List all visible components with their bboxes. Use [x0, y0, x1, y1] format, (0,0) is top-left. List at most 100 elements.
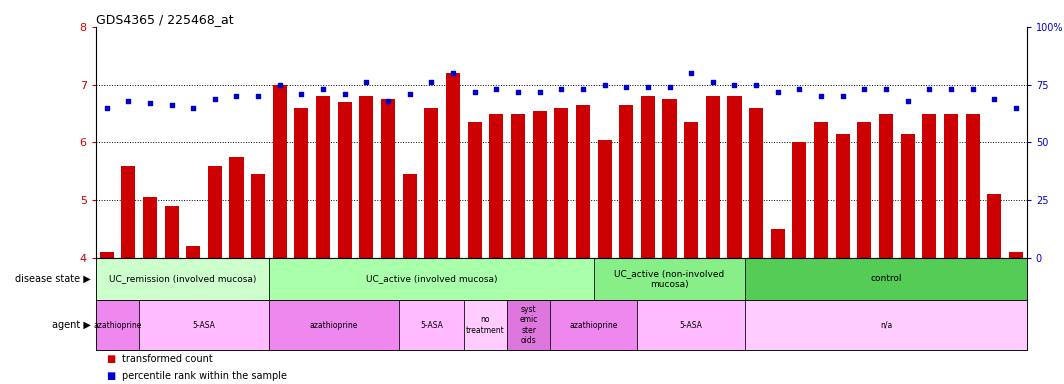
Bar	[337, 102, 352, 258]
Point	[899, 98, 916, 104]
Bar	[139, 300, 269, 350]
Point	[748, 81, 765, 88]
Point	[639, 84, 656, 90]
Text: GDS4365 / 225468_at: GDS4365 / 225468_at	[96, 13, 233, 26]
Point	[250, 93, 267, 99]
Bar	[641, 96, 655, 258]
Point	[466, 88, 483, 94]
Point	[228, 93, 245, 99]
Bar	[576, 105, 589, 258]
Bar	[1009, 252, 1023, 258]
Text: 5-ASA: 5-ASA	[680, 321, 702, 330]
Bar	[793, 142, 807, 258]
Point	[943, 86, 960, 92]
Bar	[858, 122, 871, 258]
Point	[531, 88, 548, 94]
Point	[769, 88, 786, 94]
Point	[618, 84, 635, 90]
Point	[683, 70, 700, 76]
Bar	[121, 166, 135, 258]
Text: azathioprine: azathioprine	[569, 321, 618, 330]
Bar	[705, 96, 720, 258]
Bar	[316, 96, 330, 258]
Text: ■: ■	[106, 371, 116, 381]
Point	[120, 98, 137, 104]
Bar	[508, 300, 550, 350]
Bar	[207, 166, 222, 258]
Bar	[749, 108, 763, 258]
Bar	[186, 247, 200, 258]
Point	[596, 81, 613, 88]
Bar	[745, 300, 1027, 350]
Point	[553, 86, 570, 92]
Point	[487, 86, 504, 92]
Bar	[987, 194, 1001, 258]
Point	[336, 91, 353, 97]
Bar	[100, 252, 114, 258]
Bar	[770, 229, 785, 258]
Text: UC_remission (involved mucosa): UC_remission (involved mucosa)	[109, 275, 256, 283]
Point	[293, 91, 310, 97]
Bar	[96, 300, 139, 350]
Point	[185, 105, 202, 111]
Text: percentile rank within the sample: percentile rank within the sample	[122, 371, 287, 381]
Bar	[381, 99, 395, 258]
Bar	[554, 108, 568, 258]
Text: agent ▶: agent ▶	[51, 320, 90, 330]
Bar	[446, 73, 460, 258]
Point	[1008, 105, 1025, 111]
Point	[163, 103, 180, 109]
Point	[510, 88, 527, 94]
Bar	[96, 258, 269, 300]
Point	[422, 79, 439, 85]
Bar	[879, 114, 893, 258]
Bar	[663, 99, 677, 258]
Bar	[684, 122, 698, 258]
Bar	[165, 206, 179, 258]
Bar	[637, 300, 745, 350]
Point	[834, 93, 851, 99]
Bar	[594, 258, 745, 300]
Text: azathioprine: azathioprine	[94, 321, 142, 330]
Bar	[728, 96, 742, 258]
Text: azathioprine: azathioprine	[310, 321, 359, 330]
Point	[315, 86, 332, 92]
Bar	[944, 114, 958, 258]
Bar	[425, 108, 438, 258]
Point	[985, 96, 1002, 102]
Point	[855, 86, 872, 92]
Point	[142, 100, 159, 106]
Text: disease state ▶: disease state ▶	[15, 274, 90, 284]
Text: 5-ASA: 5-ASA	[193, 321, 215, 330]
Bar	[269, 300, 399, 350]
Point	[98, 105, 115, 111]
Bar	[511, 114, 525, 258]
Bar	[745, 258, 1027, 300]
Point	[271, 81, 288, 88]
Bar	[467, 122, 482, 258]
Point	[726, 81, 743, 88]
Bar	[533, 111, 547, 258]
Text: UC_active (involved mucosa): UC_active (involved mucosa)	[366, 275, 497, 283]
Bar	[814, 122, 828, 258]
Point	[964, 86, 981, 92]
Point	[920, 86, 937, 92]
Text: n/a: n/a	[880, 321, 892, 330]
Bar	[489, 114, 503, 258]
Text: no
treatment: no treatment	[466, 316, 504, 335]
Bar	[360, 96, 373, 258]
Text: 5-ASA: 5-ASA	[420, 321, 443, 330]
Text: transformed count: transformed count	[122, 354, 213, 364]
Point	[661, 84, 678, 90]
Text: syst
emic
ster
oids: syst emic ster oids	[519, 305, 538, 345]
Bar	[835, 134, 850, 258]
Bar	[272, 84, 287, 258]
Bar	[399, 300, 464, 350]
Bar	[598, 139, 612, 258]
Point	[704, 79, 721, 85]
Point	[380, 98, 397, 104]
Point	[445, 70, 462, 76]
Bar	[269, 258, 594, 300]
Bar	[922, 114, 936, 258]
Bar	[464, 300, 508, 350]
